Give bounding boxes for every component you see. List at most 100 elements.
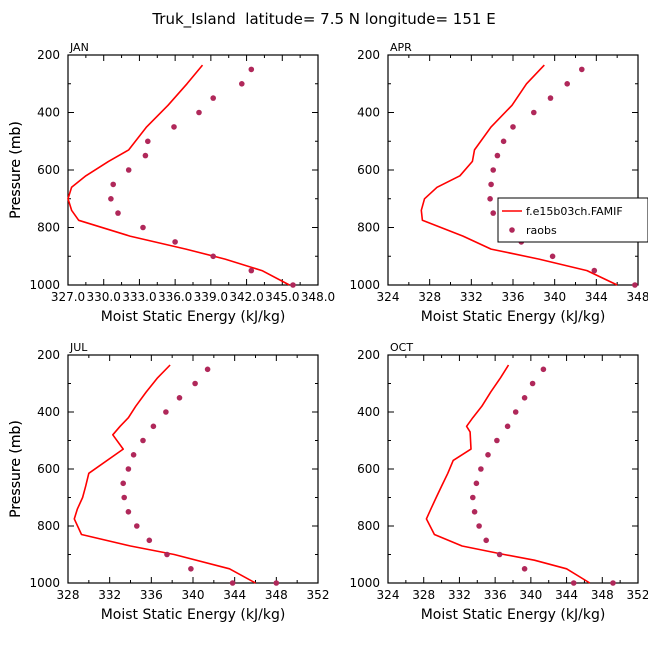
x-tick-label: 348 bbox=[627, 290, 648, 304]
panel-title: OCT bbox=[390, 341, 413, 354]
raobs-point bbox=[125, 167, 132, 173]
raobs-point bbox=[473, 480, 480, 487]
raobs-point bbox=[521, 395, 528, 401]
y-tick-label: 400 bbox=[37, 106, 60, 120]
panel-apr: APR 324 328 332 336 340 344 348 200 400 600 800 1000… bbox=[8, 41, 648, 325]
raobs-point bbox=[204, 366, 211, 373]
raobs-point bbox=[476, 523, 482, 529]
raobs-point bbox=[540, 366, 547, 373]
panel-title: JUL bbox=[69, 341, 88, 354]
y-tick-label: 1000 bbox=[29, 576, 60, 590]
x-tick-label: 333.0 bbox=[122, 290, 156, 304]
y-tick-label: 1000 bbox=[349, 576, 380, 590]
legend-box bbox=[497, 197, 648, 243]
raobs-point bbox=[121, 494, 127, 501]
raobs-point bbox=[229, 580, 236, 586]
raobs-point bbox=[531, 109, 537, 116]
raobs-point bbox=[248, 267, 255, 274]
raobs-point bbox=[570, 580, 577, 586]
x-tick-label: 324 bbox=[377, 588, 400, 602]
raobs-point bbox=[176, 395, 183, 401]
raobs-point bbox=[115, 210, 121, 216]
x-tick-label: 352 bbox=[627, 588, 648, 602]
y-tick-label: 200 bbox=[357, 48, 380, 62]
y-tick-label: 400 bbox=[357, 405, 380, 419]
x-tick-label: 336 bbox=[502, 290, 525, 304]
plot-frame bbox=[67, 354, 319, 584]
raobs-point bbox=[145, 138, 151, 145]
raobs-point bbox=[125, 466, 132, 472]
raobs-point bbox=[172, 239, 178, 245]
panel-jul: JUL 328 332 336 340 344 348 352 200 400 600 800 1000… bbox=[8, 341, 329, 623]
raobs-point bbox=[134, 523, 140, 529]
raobs-point bbox=[500, 138, 507, 145]
raobs-point bbox=[504, 423, 511, 430]
x-tick-label: 336 bbox=[484, 588, 507, 602]
raobs-point bbox=[470, 494, 476, 501]
y-tick-label: 800 bbox=[37, 221, 60, 235]
plot-frame bbox=[387, 54, 639, 286]
legend: f.e15b03ch.FAMIF raobs bbox=[497, 197, 648, 243]
x-tick-label: 332 bbox=[98, 588, 121, 602]
raobs-point bbox=[490, 210, 497, 216]
y-tick-label: 200 bbox=[37, 48, 60, 62]
panel-title: APR bbox=[390, 41, 412, 54]
raobs-point bbox=[171, 124, 177, 130]
raobs-point bbox=[496, 551, 503, 558]
raobs-point bbox=[130, 452, 137, 458]
raobs-point bbox=[488, 181, 494, 188]
raobs-point bbox=[273, 580, 280, 586]
raobs-point bbox=[521, 566, 528, 572]
raobs-point bbox=[140, 224, 146, 231]
raobs-point bbox=[248, 66, 255, 73]
raobs-point bbox=[494, 437, 500, 444]
x-axis-label: Moist Static Energy (kJ/kg) bbox=[101, 607, 286, 623]
x-tick-label: 324 bbox=[377, 290, 400, 304]
raobs-point bbox=[210, 95, 216, 101]
raobs-point bbox=[483, 537, 490, 544]
y-tick-label: 800 bbox=[37, 519, 60, 533]
chart-title: Truk_Island latitude= 7.5 N longitude= 1… bbox=[151, 10, 495, 29]
x-tick-label: 348 bbox=[265, 588, 288, 602]
y-tick-label: 800 bbox=[357, 519, 380, 533]
x-tick-label: 348.0 bbox=[301, 290, 335, 304]
x-tick-label: 339.0 bbox=[194, 290, 228, 304]
raobs-point bbox=[142, 152, 149, 159]
raobs-point bbox=[188, 566, 194, 572]
y-tick-label: 600 bbox=[357, 163, 380, 177]
y-axis-label: Pressure (mb) bbox=[8, 121, 24, 219]
model-line bbox=[420, 64, 618, 286]
raobs-point bbox=[591, 267, 598, 274]
x-tick-label: 344 bbox=[555, 588, 578, 602]
raobs-point bbox=[192, 380, 198, 387]
x-axis-label: Moist Static Energy (kJ/kg) bbox=[101, 309, 286, 325]
raobs-point bbox=[610, 580, 616, 586]
x-axis-label: Moist Static Energy (kJ/kg) bbox=[421, 309, 606, 325]
raobs-point bbox=[632, 282, 638, 288]
raobs-point bbox=[478, 466, 484, 472]
raobs-point bbox=[164, 551, 170, 558]
x-tick-label: 328 bbox=[412, 588, 435, 602]
raobs-point bbox=[512, 409, 519, 415]
x-tick-label: 332 bbox=[448, 588, 471, 602]
x-tick-label: 327.0 bbox=[51, 290, 85, 304]
x-tick-label: 348 bbox=[591, 588, 614, 602]
x-tick-label: 332 bbox=[460, 290, 483, 304]
legend-obs-label: raobs bbox=[526, 224, 557, 237]
raobs-point bbox=[163, 409, 169, 415]
x-tick-label: 340 bbox=[543, 290, 566, 304]
x-tick-label: 345.0 bbox=[265, 290, 299, 304]
raobs-point bbox=[549, 253, 556, 260]
y-tick-label: 200 bbox=[37, 348, 60, 362]
model-line bbox=[425, 364, 591, 584]
raobs-point bbox=[146, 537, 153, 544]
raobs-point bbox=[510, 124, 516, 130]
raobs-point bbox=[120, 480, 126, 487]
legend-model-label: f.e15b03ch.FAMIF bbox=[526, 205, 623, 218]
raobs-point bbox=[108, 196, 114, 202]
raobs-point bbox=[490, 167, 497, 173]
y-tick-label: 400 bbox=[37, 405, 60, 419]
panel-title: JAN bbox=[69, 41, 89, 54]
